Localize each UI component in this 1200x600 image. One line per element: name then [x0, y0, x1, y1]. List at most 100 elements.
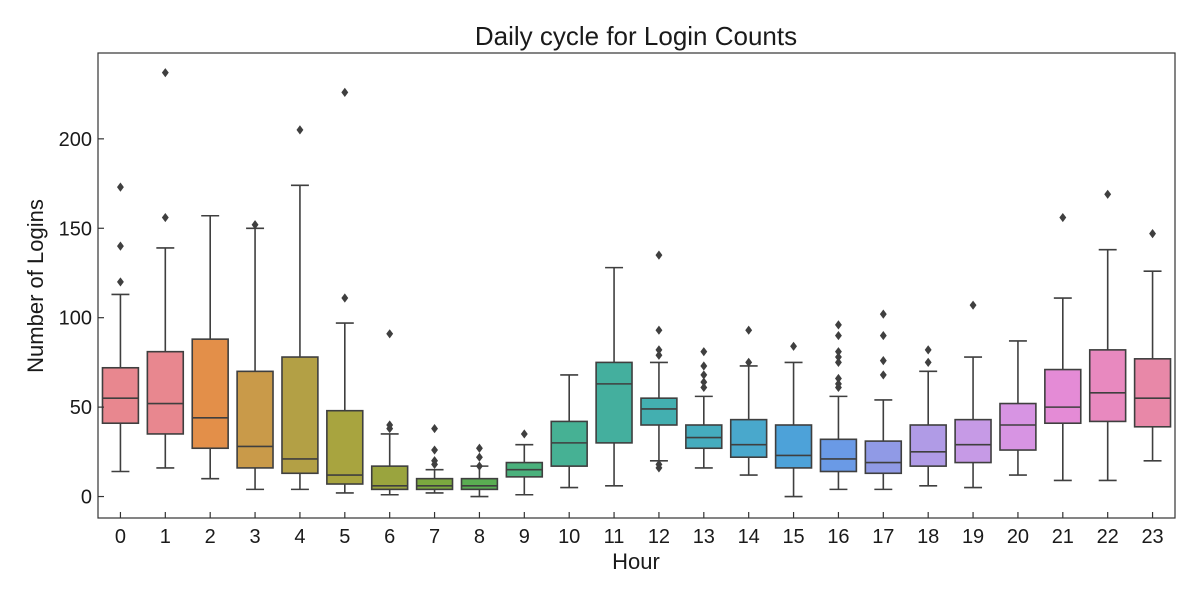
- outlier-point: [296, 125, 304, 135]
- outlier-point: [790, 341, 798, 351]
- x-tick-label: 11: [604, 526, 625, 548]
- outlier-point: [700, 377, 708, 387]
- box-hour-23: [1133, 229, 1172, 462]
- outlier-point: [341, 293, 349, 303]
- outlier-point: [1149, 229, 1157, 239]
- outlier-point: [116, 277, 124, 287]
- x-tick-label: 19: [962, 526, 984, 548]
- x-tick-label: 14: [738, 526, 760, 548]
- x-tick-label: 12: [648, 526, 670, 548]
- outlier-point: [475, 461, 483, 471]
- iqr-box: [864, 440, 903, 475]
- outlier-point: [251, 220, 259, 230]
- outlier-point: [475, 443, 483, 453]
- box-hour-18: [909, 345, 947, 487]
- chart-title: Daily cycle for Login Counts: [475, 21, 797, 51]
- iqr-box: [281, 356, 319, 475]
- outlier-point: [431, 423, 439, 434]
- x-tick-label: 10: [558, 526, 580, 548]
- box-hour-1: [146, 68, 185, 469]
- box-hour-9: [505, 429, 544, 496]
- outlier-point: [116, 241, 124, 251]
- outlier-point: [655, 325, 663, 335]
- x-tick-label: 9: [519, 526, 530, 548]
- outlier-point: [161, 68, 169, 78]
- x-axis: 0 1 2 3 4 5 6 7 8 9 10 11 12 13 14 15 16 17 18 19 20 21 22 23: [115, 512, 1164, 548]
- box-hour-11: [595, 266, 633, 487]
- box-hour-13: [685, 347, 723, 469]
- iqr-box: [370, 465, 409, 491]
- outlier-point: [834, 379, 842, 389]
- x-tick-label: 17: [872, 526, 894, 548]
- iqr-box: [1133, 358, 1172, 428]
- x-tick-label: 3: [250, 526, 261, 548]
- box-hour-10: [550, 374, 588, 489]
- x-axis-label: Hour: [612, 549, 660, 574]
- x-tick-label: 18: [917, 526, 939, 548]
- iqr-box: [595, 361, 633, 444]
- outlier-point: [116, 182, 124, 192]
- box-hour-6: [370, 329, 409, 496]
- x-tick-label: 20: [1007, 526, 1029, 548]
- iqr-box: [685, 424, 723, 450]
- box-hour-15: [774, 341, 813, 498]
- x-tick-label: 0: [115, 526, 126, 548]
- outlier-point: [924, 357, 932, 368]
- box-hour-19: [954, 300, 992, 489]
- x-tick-label: 2: [205, 526, 216, 548]
- outlier-point: [655, 250, 663, 260]
- y-tick-label: 0: [81, 487, 92, 509]
- outlier-point: [700, 370, 708, 380]
- iqr-box: [640, 397, 678, 426]
- y-tick-label: 150: [59, 218, 92, 240]
- outlier-point: [834, 347, 842, 357]
- box-hour-17: [864, 309, 903, 491]
- x-tick-label: 21: [1052, 526, 1074, 548]
- iqr-box: [1044, 368, 1082, 425]
- outlier-point: [879, 370, 887, 380]
- box-hour-0: [101, 182, 140, 473]
- x-tick-label: 8: [474, 526, 485, 548]
- outlier-point: [879, 330, 887, 341]
- outlier-point: [1104, 189, 1112, 199]
- box-hour-14: [729, 325, 768, 476]
- outlier-point: [700, 361, 708, 371]
- iqr-box: [146, 350, 185, 435]
- outlier-point: [745, 357, 753, 368]
- y-axis-label: Number of Logins: [23, 199, 48, 373]
- iqr-box: [819, 438, 858, 473]
- x-tick-label: 6: [384, 526, 395, 548]
- outlier-point: [700, 382, 708, 393]
- iqr-box: [326, 409, 364, 485]
- outlier-point: [520, 429, 528, 439]
- outlier-point: [655, 345, 663, 355]
- box-hour-3: [236, 220, 274, 491]
- x-tick-label: 15: [782, 526, 804, 548]
- iqr-box: [729, 418, 768, 458]
- x-tick-label: 7: [429, 526, 440, 548]
- iqr-box: [774, 424, 813, 469]
- outlier-point: [834, 357, 842, 368]
- outlier-point: [475, 452, 483, 462]
- outlier-point: [341, 87, 349, 97]
- outlier-point: [655, 459, 663, 469]
- plot-area-frame: [97, 52, 1176, 519]
- boxes-layer: [101, 68, 1172, 498]
- outlier-point: [879, 356, 887, 366]
- box-hour-8: [460, 443, 499, 498]
- x-tick-label: 23: [1141, 526, 1163, 548]
- outlier-point: [834, 320, 842, 330]
- outlier-point: [745, 325, 753, 335]
- x-tick-label: 1: [160, 526, 171, 548]
- outlier-point: [161, 212, 169, 223]
- y-tick-label: 100: [59, 308, 92, 330]
- x-tick-label: 13: [693, 526, 715, 548]
- iqr-box: [191, 338, 229, 450]
- outlier-point: [924, 345, 932, 355]
- iqr-box: [954, 418, 992, 464]
- iqr-box: [550, 420, 588, 467]
- box-hour-16: [819, 320, 858, 491]
- box-hour-4: [281, 125, 319, 491]
- iqr-box: [999, 402, 1037, 451]
- outlier-point: [431, 456, 439, 466]
